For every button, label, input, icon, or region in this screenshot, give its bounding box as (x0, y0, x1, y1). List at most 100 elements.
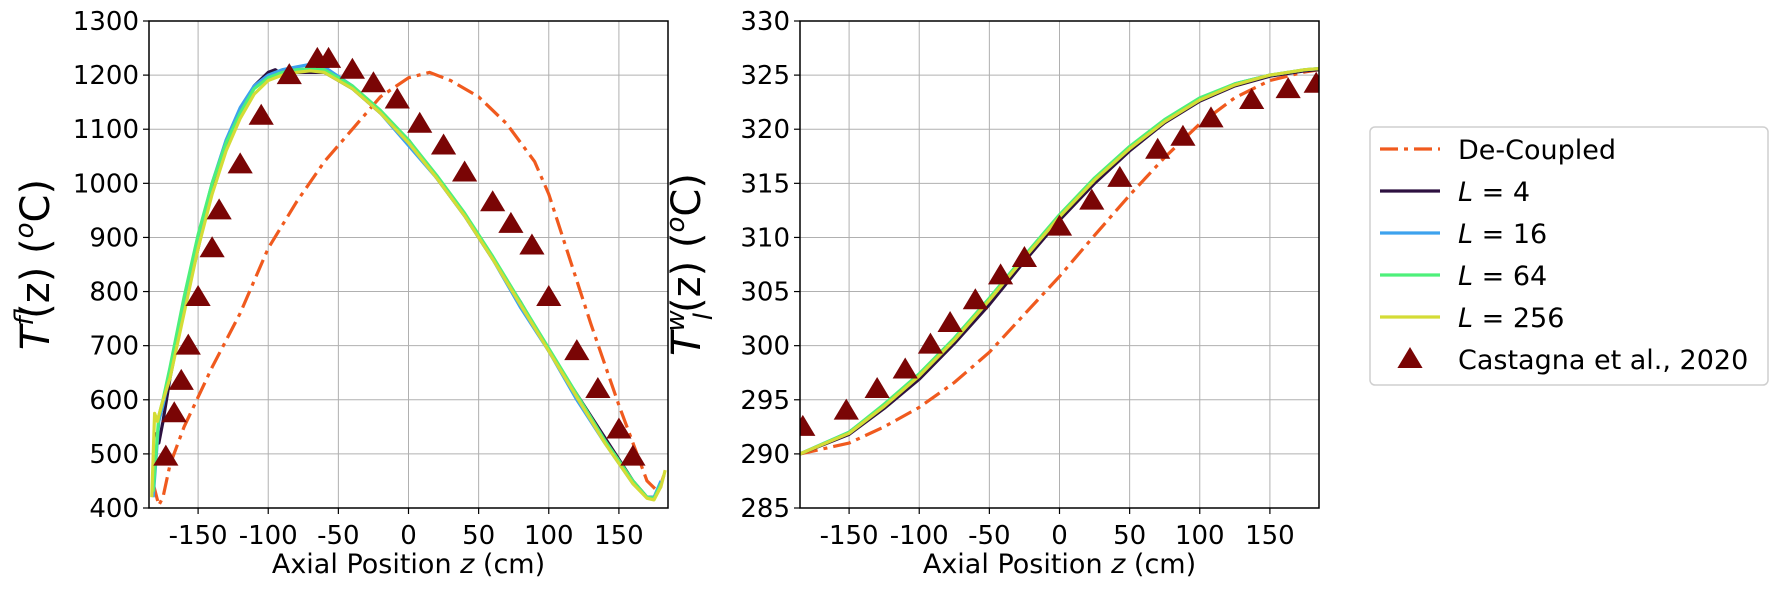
castagna-data-point (315, 46, 342, 68)
castagna-data-point (227, 152, 253, 174)
fuel-temperature-plot: -150 -100 -50 0 50 100 150 400 500 600 700 800 900 10… (10, 7, 669, 580)
series-line-l-256 (150, 69, 667, 502)
castagna-data-point (1107, 165, 1133, 187)
y-tick-label: 900 (89, 223, 139, 253)
castagna-data-point (161, 401, 187, 423)
castagna-data-point (800, 414, 816, 436)
castagna-data-point (199, 236, 225, 258)
castagna-data-point (917, 332, 944, 354)
legend-item: De-Coupled (1380, 135, 1616, 166)
castagna-data-point (564, 339, 590, 361)
series-line-l-256 (800, 67, 1319, 456)
legend-marker (1397, 347, 1423, 368)
castagna-data-point (606, 417, 632, 439)
castagna-data-point (864, 376, 890, 398)
y-tick-label: 310 (740, 223, 790, 253)
castagna-data-point (937, 310, 963, 332)
y-tick-label: 1300 (73, 7, 139, 37)
x-tick-label: 150 (594, 521, 644, 551)
legend-box (1369, 126, 1769, 386)
castagna-data-point (430, 133, 457, 155)
legend-item: L = 4 (1380, 177, 1530, 208)
x-tick-label: 0 (1051, 521, 1068, 551)
x-tick-label: 100 (1175, 521, 1225, 551)
castagna-data-point (585, 376, 611, 398)
series-line-l-64 (151, 66, 663, 500)
castagna-data-point (1239, 88, 1265, 110)
y-tick-label: 1000 (73, 169, 139, 199)
y-tick-label: 1200 (73, 61, 139, 91)
castagna-data-point (1145, 137, 1171, 159)
legend-item: L = 16 (1380, 219, 1547, 250)
castagna-data-point (1198, 106, 1224, 128)
y-tick-label: 285 (740, 494, 790, 524)
y-tick-label: 500 (89, 440, 139, 470)
legend-label: L = 4 (1458, 177, 1530, 208)
y-axis-label: Twl(z) (oC) (661, 173, 719, 356)
castagna-data-point (1170, 124, 1196, 146)
y-tick-label: 400 (89, 494, 139, 524)
castagna-data-point (248, 103, 274, 125)
x-axis-label: Axial Position z (cm) (272, 549, 545, 580)
castagna-data-point (833, 398, 859, 420)
legend-item: L = 64 (1380, 261, 1547, 292)
y-tick-label: 325 (740, 61, 790, 91)
castagna-data-point (1275, 77, 1301, 99)
castagna-data-point (168, 368, 194, 390)
legend-item: Castagna et al., 2020 (1397, 345, 1748, 376)
x-tick-label: -100 (890, 521, 949, 551)
y-tick-label: 320 (740, 115, 790, 145)
x-tick-label: -50 (968, 521, 1010, 551)
legend-label: L = 256 (1458, 303, 1564, 334)
castagna-data-point (892, 357, 918, 379)
castagna-data-point (206, 198, 232, 220)
castagna-data-point (620, 444, 646, 466)
castagna-data-point (339, 57, 365, 79)
castagna-data-point (185, 284, 211, 306)
legend-label: Castagna et al., 2020 (1458, 345, 1748, 376)
x-tick-label: 0 (400, 521, 417, 551)
legend-label: L = 64 (1458, 261, 1547, 292)
x-tick-label: -50 (317, 521, 359, 551)
castagna-data-point (384, 87, 410, 109)
castagna-data-point (498, 211, 524, 233)
y-tick-label: 330 (740, 7, 790, 37)
x-tick-label: 50 (1113, 521, 1146, 551)
y-tick-label: 305 (740, 278, 790, 308)
castagna-data-point (153, 444, 179, 466)
castagna-data-point (536, 284, 562, 306)
legend-item: L = 256 (1380, 303, 1564, 334)
y-tick-label: 700 (89, 332, 139, 362)
y-tick-label: 290 (740, 440, 790, 470)
castagna-data-point (480, 190, 506, 212)
y-tick-label: 800 (89, 278, 139, 308)
x-tick-label: -100 (239, 521, 298, 551)
castagna-data-point (1079, 188, 1105, 210)
castagna-data-point (1303, 71, 1319, 93)
x-tick-label: -150 (169, 521, 228, 551)
x-tick-label: 100 (524, 521, 574, 551)
castagna-data-point (962, 288, 988, 310)
y-tick-label: 315 (740, 169, 790, 199)
castagna-data-point (1011, 246, 1038, 268)
castagna-data-point (1046, 214, 1073, 236)
x-axis-label: Axial Position z (cm) (923, 549, 1196, 580)
water-temperature-plot: -150 -100 -50 0 50 100 150 285 290 295 300 305 310 31… (661, 7, 1320, 580)
y-tick-label: 1100 (73, 115, 139, 145)
castagna-data-point (276, 63, 302, 85)
y-tick-label: 300 (740, 332, 790, 362)
castagna-data-point (407, 111, 433, 133)
y-tick-label: 600 (89, 386, 139, 416)
legend-label: L = 16 (1458, 219, 1547, 250)
castagna-data-point (519, 233, 545, 255)
x-tick-label: 50 (462, 521, 495, 551)
castagna-data-point (175, 333, 201, 355)
x-tick-label: 150 (1245, 521, 1295, 551)
castagna-data-point (987, 263, 1014, 285)
legend: De-Coupled L = 4 L = 16 L = 64 L = 256 Castag… (1369, 126, 1769, 386)
castagna-data-point (360, 71, 387, 93)
y-axis-label: Tfl(z) (oC) (10, 179, 59, 350)
x-tick-label: -150 (820, 521, 879, 551)
y-tick-label: 295 (740, 386, 790, 416)
